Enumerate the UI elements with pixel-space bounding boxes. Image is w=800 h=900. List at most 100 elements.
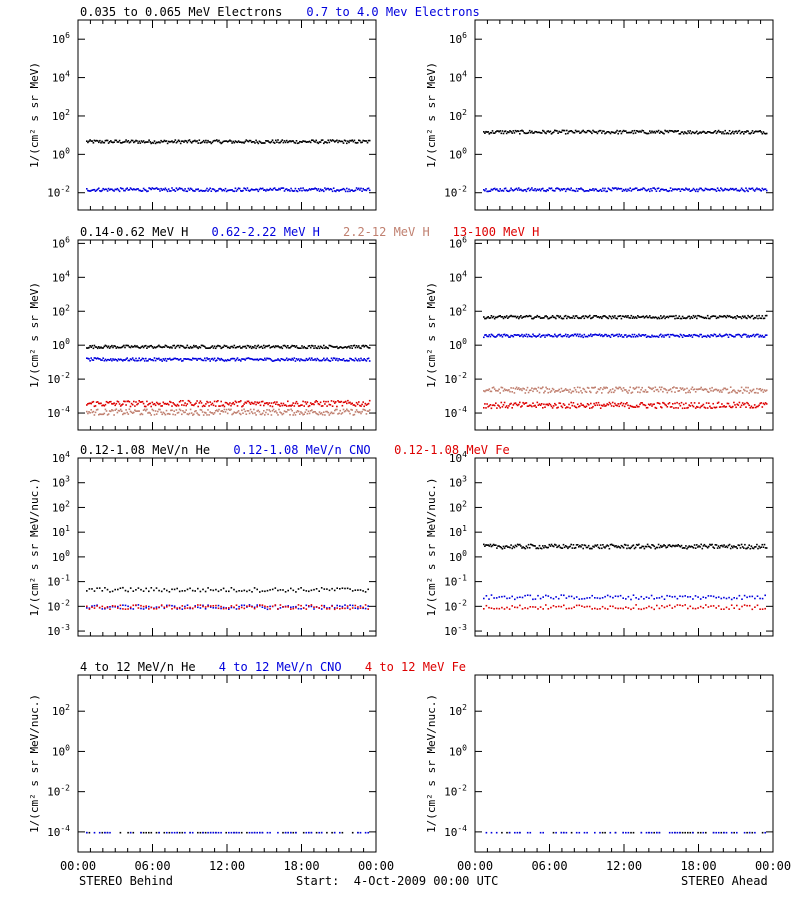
marker-protons-ahead-2-249 <box>755 391 757 394</box>
marker-protons-behind-2-11 <box>98 413 100 416</box>
marker-heavy_low-behind-0-12 <box>117 588 119 591</box>
marker-protons-ahead-1-56 <box>544 336 546 338</box>
marker-heavy_high-ahead-1-94 <box>725 831 728 834</box>
marker-electrons-behind-1-59 <box>150 188 152 191</box>
marker-heavy_high-behind-1-31 <box>166 831 168 834</box>
marker-heavy_low-behind-0-25 <box>150 587 153 589</box>
marker-heavy_low-ahead-0-254 <box>760 546 762 548</box>
marker-protons-ahead-0-104 <box>596 316 599 318</box>
marker-electrons-ahead-0-1 <box>484 132 486 134</box>
marker-electrons-behind-0-83 <box>176 140 179 143</box>
marker-heavy_low-ahead-0-226 <box>729 547 732 550</box>
marker-protons-behind-0-58 <box>149 345 151 347</box>
marker-heavy_low-ahead-1-72 <box>668 595 671 597</box>
marker-protons-ahead-0-130 <box>625 315 627 317</box>
marker-electrons-ahead-0-37 <box>523 132 525 134</box>
marker-electrons-ahead-0-16 <box>500 132 503 135</box>
marker-electrons-ahead-0-226 <box>729 133 732 135</box>
marker-protons-behind-1-250 <box>359 359 361 362</box>
marker-protons-ahead-3-20 <box>504 406 507 409</box>
marker-protons-behind-3-128 <box>225 402 228 404</box>
marker-electrons-ahead-0-144 <box>640 131 642 133</box>
marker-electrons-behind-1-223 <box>329 188 332 190</box>
marker-electrons-ahead-0-145 <box>641 129 643 132</box>
marker-protons-behind-0-182 <box>284 345 287 348</box>
marker-electrons-behind-1-121 <box>218 188 220 190</box>
marker-electrons-behind-1-79 <box>172 189 174 191</box>
marker-electrons-ahead-1-20 <box>504 187 507 190</box>
marker-electrons-ahead-1-94 <box>585 190 588 192</box>
marker-protons-behind-1-151 <box>250 358 253 360</box>
marker-protons-behind-0-211 <box>316 347 319 350</box>
marker-heavy_low-ahead-1-101 <box>743 594 746 597</box>
marker-protons-ahead-2-23 <box>508 389 510 391</box>
marker-heavy_low-ahead-2-35 <box>573 606 575 608</box>
marker-protons-behind-2-219 <box>325 410 327 413</box>
marker-protons-ahead-1-225 <box>728 333 731 336</box>
marker-protons-behind-0-226 <box>332 346 335 348</box>
marker-protons-ahead-3-177 <box>676 401 678 404</box>
marker-heavy_low-behind-2-76 <box>282 606 284 608</box>
marker-protons-ahead-3-227 <box>731 406 733 409</box>
marker-electrons-behind-1-164 <box>265 190 267 192</box>
marker-heavy_low-ahead-1-13 <box>516 596 519 599</box>
marker-protons-ahead-0-54 <box>542 317 544 319</box>
marker-electrons-ahead-0-19 <box>503 130 506 133</box>
marker-heavy_low-ahead-1-52 <box>617 595 619 598</box>
marker-electrons-ahead-1-37 <box>523 189 525 191</box>
marker-protons-behind-1-172 <box>273 359 276 362</box>
marker-protons-behind-1-170 <box>271 360 274 362</box>
marker-protons-ahead-0-252 <box>758 314 760 317</box>
marker-electrons-ahead-1-154 <box>651 189 653 192</box>
marker-heavy_low-behind-1-82 <box>297 607 300 610</box>
marker-protons-behind-3-129 <box>226 403 229 405</box>
marker-protons-ahead-2-205 <box>706 390 709 393</box>
marker-electrons-ahead-0-62 <box>550 133 553 135</box>
marker-protons-ahead-2-92 <box>583 388 586 391</box>
marker-protons-behind-3-91 <box>185 404 187 407</box>
marker-protons-ahead-3-36 <box>522 401 524 404</box>
marker-electrons-ahead-0-190 <box>690 132 693 135</box>
marker-heavy_low-behind-1-65 <box>253 606 256 609</box>
marker-protons-behind-2-12 <box>99 413 101 415</box>
marker-protons-ahead-2-213 <box>715 388 718 391</box>
marker-protons-behind-3-32 <box>121 404 123 406</box>
marker-protons-behind-1-69 <box>161 360 163 362</box>
marker-protons-ahead-0-36 <box>522 316 524 318</box>
marker-electrons-behind-1-256 <box>365 189 368 192</box>
marker-protons-behind-1-241 <box>349 357 351 360</box>
marker-protons-behind-0-209 <box>314 345 316 347</box>
marker-protons-behind-2-118 <box>214 410 217 412</box>
marker-protons-behind-2-240 <box>348 410 350 413</box>
marker-electrons-behind-0-169 <box>270 141 273 143</box>
marker-protons-behind-3-131 <box>229 402 231 404</box>
marker-heavy_low-behind-1-98 <box>339 605 341 607</box>
marker-heavy_low-ahead-1-55 <box>625 598 627 600</box>
marker-heavy_low-ahead-2-19 <box>532 606 534 608</box>
marker-protons-ahead-3-53 <box>540 403 543 405</box>
marker-heavy_high-behind-1-52 <box>220 831 222 834</box>
marker-heavy_low-ahead-2-97 <box>733 607 735 609</box>
marker-heavy_low-behind-0-102 <box>349 588 351 590</box>
marker-protons-behind-3-82 <box>175 405 178 407</box>
marker-protons-behind-0-180 <box>282 344 285 347</box>
marker-protons-behind-0-123 <box>220 347 222 350</box>
marker-protons-behind-0-166 <box>267 345 269 347</box>
marker-heavy_low-ahead-0-129 <box>623 543 626 546</box>
marker-protons-behind-3-108 <box>204 405 206 407</box>
marker-electrons-behind-1-208 <box>313 188 315 190</box>
marker-protons-behind-1-122 <box>219 359 221 361</box>
marker-protons-behind-2-82 <box>175 409 178 411</box>
marker-heavy_low-ahead-1-53 <box>619 594 622 597</box>
marker-protons-behind-0-21 <box>108 347 111 349</box>
marker-protons-ahead-2-67 <box>556 390 558 392</box>
marker-heavy_low-ahead-2-4 <box>493 608 495 610</box>
marker-protons-ahead-2-186 <box>686 387 688 390</box>
marker-protons-behind-2-28 <box>116 411 119 414</box>
marker-heavy_high-behind-0-1 <box>88 831 91 834</box>
marker-heavy_high-ahead-1-109 <box>764 831 766 834</box>
marker-protons-ahead-2-129 <box>623 389 626 391</box>
marker-protons-ahead-2-170 <box>668 389 671 391</box>
marker-heavy_low-behind-2-2 <box>91 606 93 608</box>
marker-heavy_low-ahead-0-178 <box>677 544 679 546</box>
